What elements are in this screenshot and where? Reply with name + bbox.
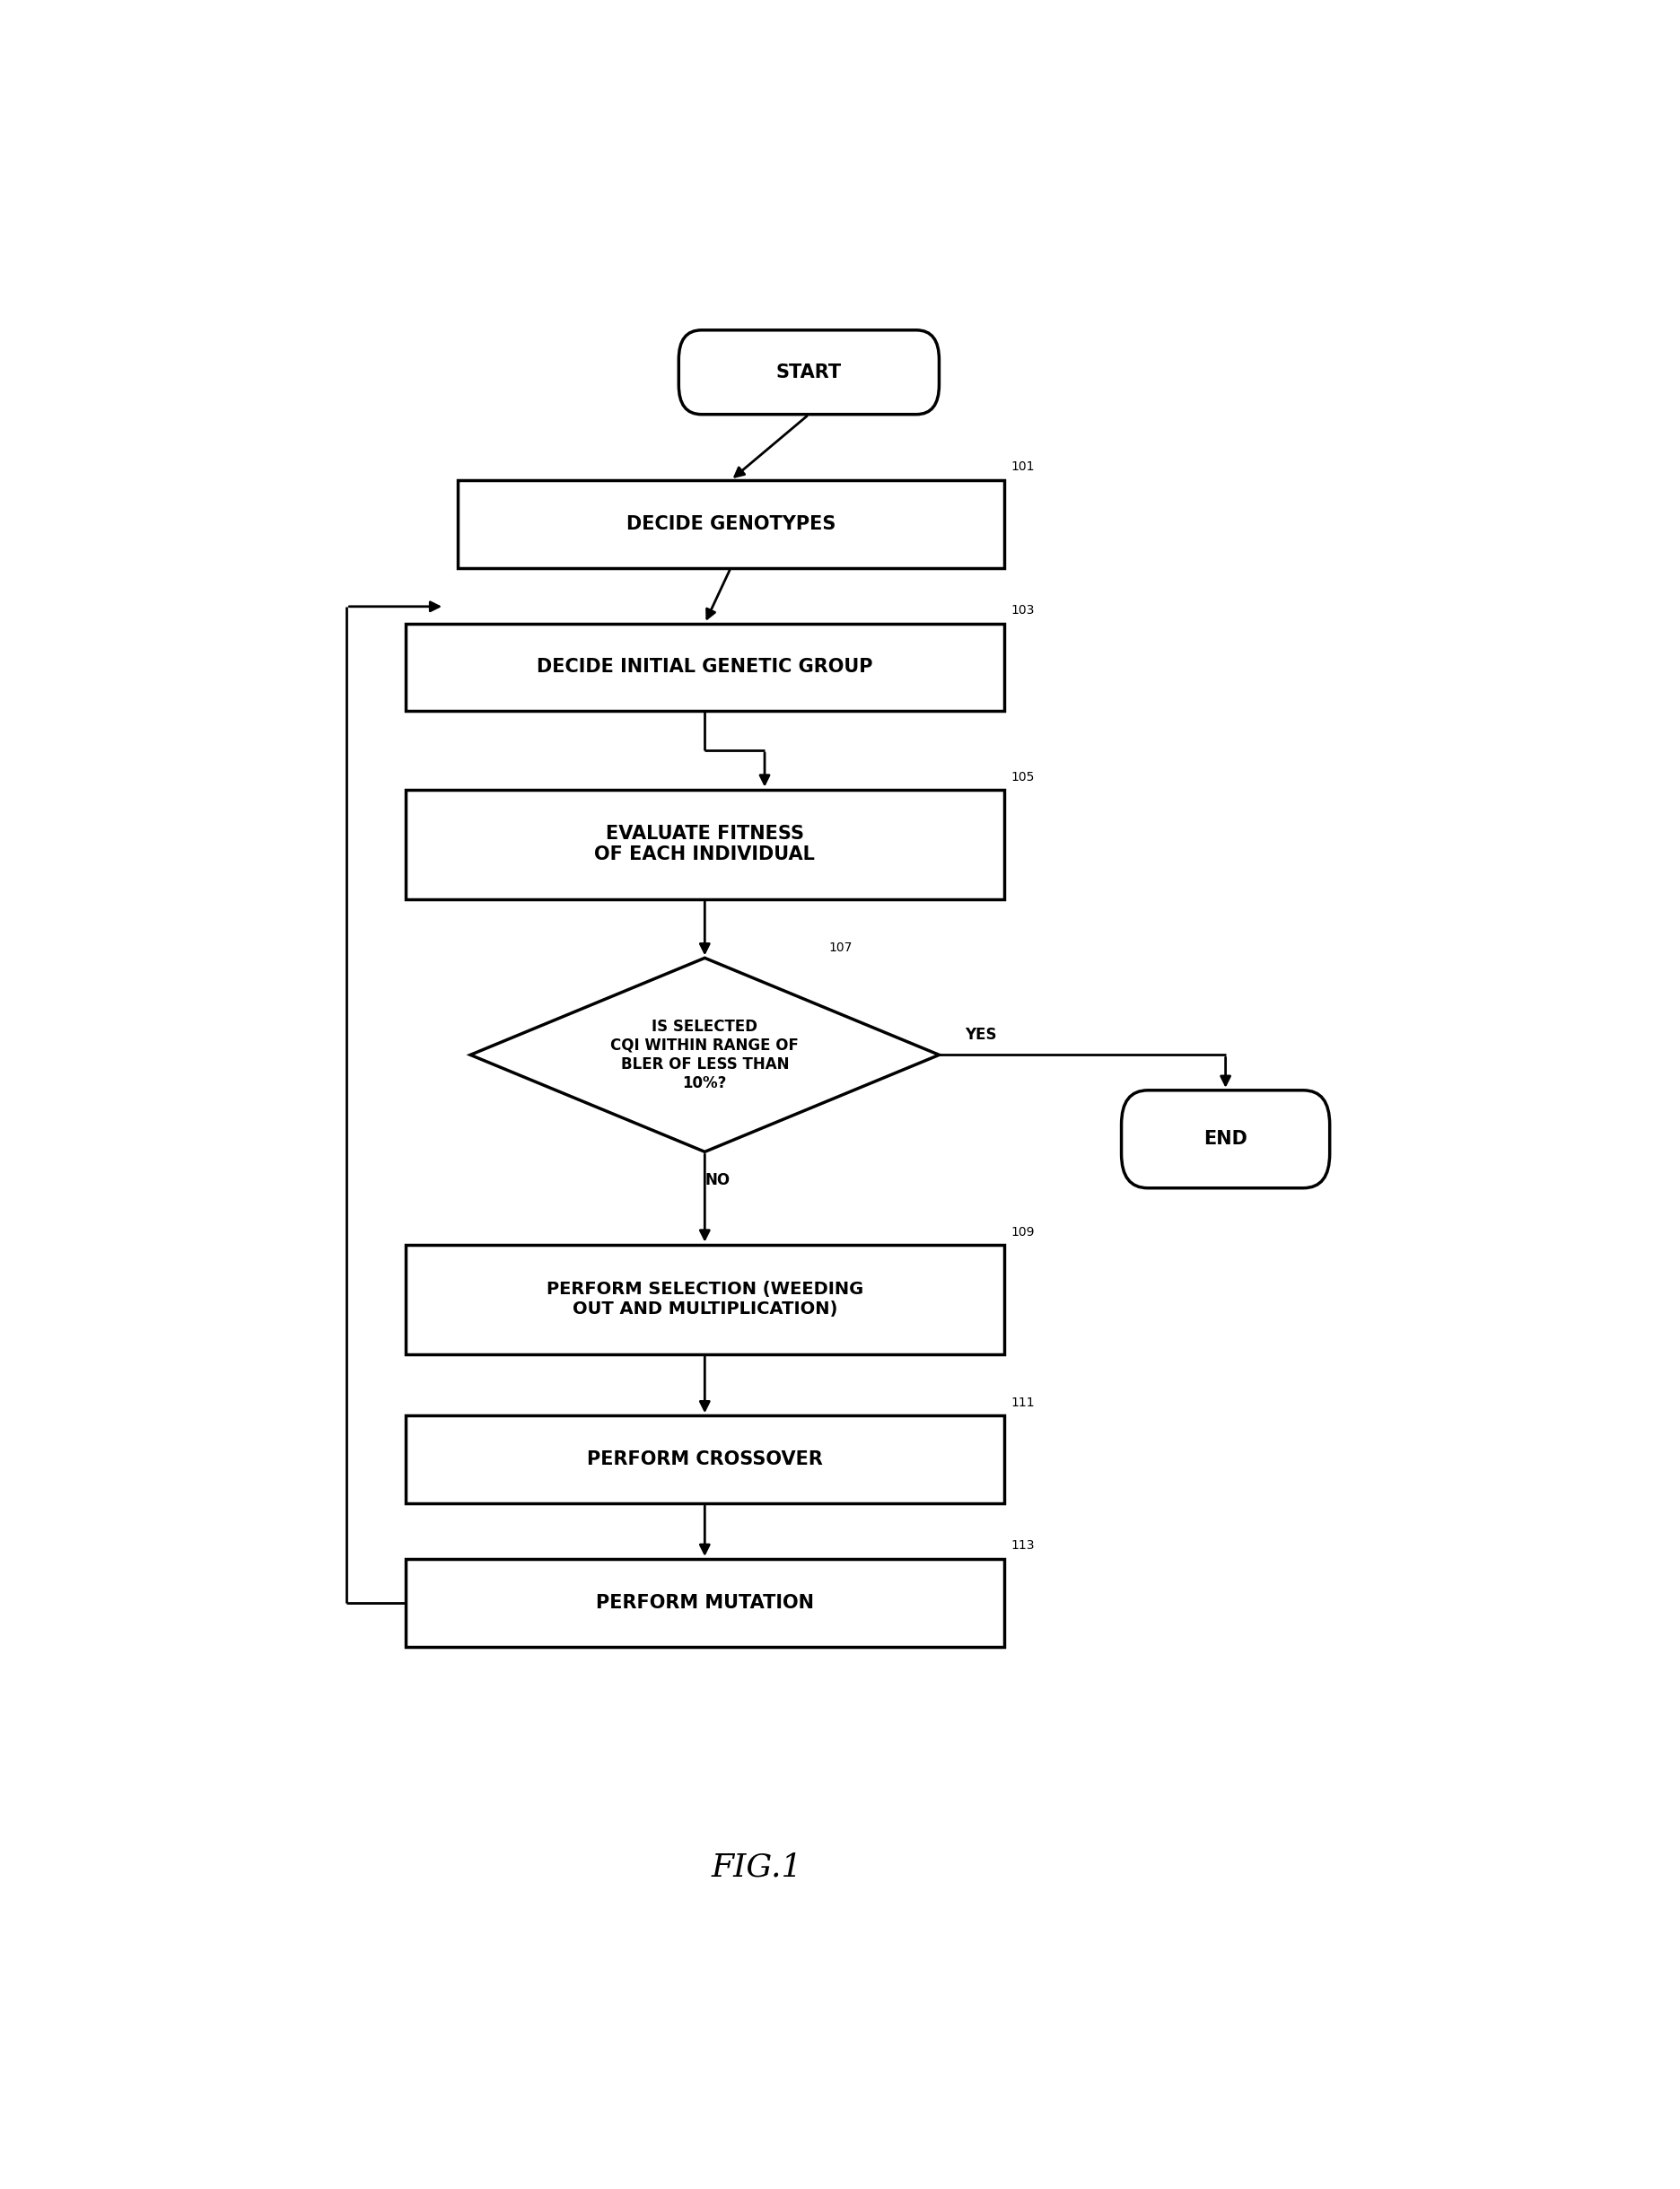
Text: FIG.1: FIG.1 (711, 1852, 803, 1883)
Polygon shape (470, 959, 939, 1151)
Text: 109: 109 (1011, 1226, 1035, 1239)
Text: 113: 113 (1011, 1539, 1035, 1552)
Text: 105: 105 (1011, 771, 1035, 784)
Text: PERFORM SELECTION (WEEDING
OUT AND MULTIPLICATION): PERFORM SELECTION (WEEDING OUT AND MULTI… (546, 1281, 864, 1318)
Text: END: END (1203, 1130, 1248, 1149)
Bar (405, 790, 1005, 900)
Text: START: START (776, 363, 842, 381)
Bar (405, 1246, 1005, 1355)
Text: YES: YES (964, 1027, 996, 1042)
Bar (405, 1416, 1005, 1504)
Bar (405, 624, 1005, 711)
Text: 101: 101 (1011, 462, 1035, 473)
Text: PERFORM CROSSOVER: PERFORM CROSSOVER (586, 1451, 823, 1469)
FancyBboxPatch shape (1122, 1090, 1331, 1189)
FancyBboxPatch shape (679, 331, 939, 414)
Bar (457, 479, 1005, 567)
Text: NO: NO (706, 1171, 731, 1189)
Bar (405, 1559, 1005, 1646)
Text: DECIDE INITIAL GENETIC GROUP: DECIDE INITIAL GENETIC GROUP (536, 659, 874, 676)
Text: DECIDE GENOTYPES: DECIDE GENOTYPES (627, 514, 835, 532)
Text: 107: 107 (828, 941, 852, 954)
Text: IS SELECTED
CQI WITHIN RANGE OF
BLER OF LESS THAN
10%?: IS SELECTED CQI WITHIN RANGE OF BLER OF … (610, 1018, 800, 1090)
Text: 103: 103 (1011, 604, 1035, 617)
Text: PERFORM MUTATION: PERFORM MUTATION (596, 1594, 813, 1611)
Text: EVALUATE FITNESS
OF EACH INDIVIDUAL: EVALUATE FITNESS OF EACH INDIVIDUAL (595, 825, 815, 865)
Text: 111: 111 (1011, 1397, 1035, 1410)
